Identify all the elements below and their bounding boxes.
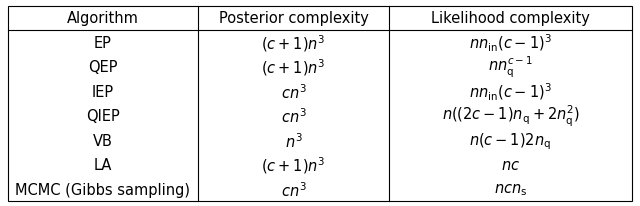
Text: IEP: IEP <box>92 84 114 99</box>
Text: VB: VB <box>93 133 113 148</box>
Text: $nn_{\mathrm{in}}(c-1)^3$: $nn_{\mathrm{in}}(c-1)^3$ <box>469 33 552 54</box>
Text: $cn^3$: $cn^3$ <box>280 83 307 101</box>
Text: $cn^3$: $cn^3$ <box>280 107 307 125</box>
Text: $nn_{\mathrm{q}}^{c-1}$: $nn_{\mathrm{q}}^{c-1}$ <box>488 55 533 80</box>
Text: MCMC (Gibbs sampling): MCMC (Gibbs sampling) <box>15 182 191 197</box>
Text: $n((2c-1)n_{\mathrm{q}}+2n_{\mathrm{q}}^2)$: $n((2c-1)n_{\mathrm{q}}+2n_{\mathrm{q}}^… <box>442 104 579 129</box>
Text: $(c+1)n^3$: $(c+1)n^3$ <box>261 155 326 175</box>
Text: EP: EP <box>94 36 112 51</box>
Text: Likelihood complexity: Likelihood complexity <box>431 11 590 26</box>
Text: $ncn_{\mathrm{s}}$: $ncn_{\mathrm{s}}$ <box>494 181 527 197</box>
Text: $n^3$: $n^3$ <box>285 131 302 150</box>
Text: $nc$: $nc$ <box>501 157 520 172</box>
Text: $(c+1)n^3$: $(c+1)n^3$ <box>261 33 326 53</box>
Text: QEP: QEP <box>88 60 118 75</box>
Text: Algorithm: Algorithm <box>67 11 139 26</box>
Text: $nn_{\mathrm{in}}(c-1)^3$: $nn_{\mathrm{in}}(c-1)^3$ <box>469 81 552 102</box>
Text: QIEP: QIEP <box>86 109 120 124</box>
Text: Posterior complexity: Posterior complexity <box>218 11 369 26</box>
Text: $n(c-1)2n_{\mathrm{q}}$: $n(c-1)2n_{\mathrm{q}}$ <box>469 130 552 151</box>
Text: $(c+1)n^3$: $(c+1)n^3$ <box>261 57 326 78</box>
Text: LA: LA <box>93 157 112 172</box>
Text: $cn^3$: $cn^3$ <box>280 180 307 199</box>
